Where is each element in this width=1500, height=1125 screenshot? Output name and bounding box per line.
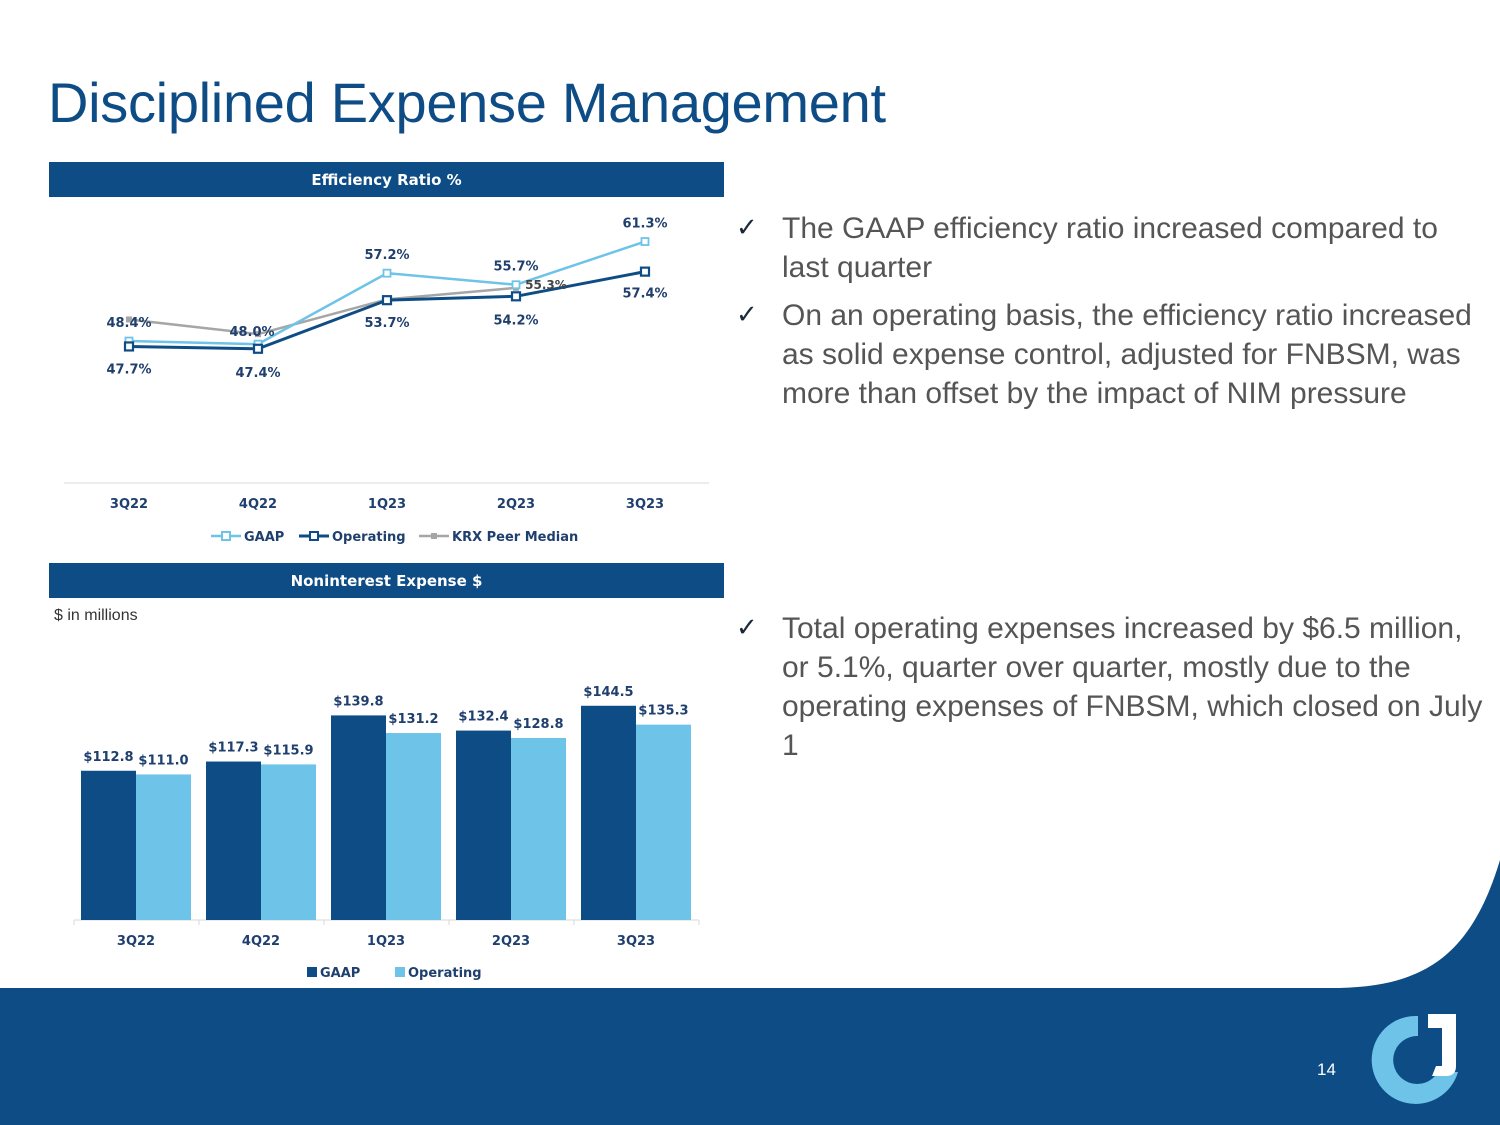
company-logo bbox=[1371, 1014, 1458, 1104]
peer-median-point bbox=[126, 316, 132, 323]
operating-bar bbox=[386, 733, 441, 920]
operating-point bbox=[639, 266, 651, 277]
series-line-operating bbox=[128, 270, 646, 351]
noninterest-expense-chart: $112.8 $117.3 $139.8 $132.4 $144.5 $111.0 $115… bbox=[73, 685, 700, 981]
operating-point bbox=[381, 295, 393, 306]
legend-label: Operating bbox=[408, 966, 482, 981]
gaap-bar bbox=[456, 730, 511, 920]
gaap-data-label: 57.2% bbox=[364, 248, 409, 263]
efficiency-ratio-header-label: Efficiency Ratio % bbox=[311, 170, 462, 189]
logo-j-shape bbox=[1428, 1014, 1456, 1076]
gaap-bar-label: $132.4 bbox=[458, 710, 508, 725]
page-title: Disciplined Expense Management bbox=[48, 71, 886, 134]
x-tick-label: 4Q22 bbox=[239, 497, 277, 512]
operating-bar bbox=[511, 737, 566, 920]
operating-bar-label: $135.3 bbox=[638, 704, 688, 719]
operating-bar bbox=[261, 764, 316, 920]
operating-bar-label: $115.9 bbox=[263, 743, 313, 758]
check-icon: ✓ bbox=[736, 613, 758, 643]
operating-data-label: 47.7% bbox=[106, 362, 151, 377]
gaap-data-label: 48.4% bbox=[106, 316, 151, 331]
operating-bar-label: $128.8 bbox=[513, 717, 563, 732]
gaap-bar-label: $144.5 bbox=[583, 685, 633, 700]
bullet-text: The GAAP efficiency ratio increased comp… bbox=[782, 212, 1438, 284]
legend-label: GAAP bbox=[320, 966, 360, 981]
legend-label: Operating bbox=[332, 530, 406, 545]
gaap-point bbox=[382, 268, 392, 278]
operating-point bbox=[510, 291, 522, 302]
bullet-text: On an operating basis, the efficiency ra… bbox=[782, 299, 1472, 410]
decorative-curve bbox=[1330, 860, 1500, 988]
x-tick-label: 4Q22 bbox=[242, 934, 280, 949]
x-tick-label: 3Q23 bbox=[617, 934, 655, 949]
x-tick-label: 2Q23 bbox=[497, 497, 535, 512]
efficiency-ratio-chart: 48.4% 48.0% 57.2% 55.7% 61.3% 47.7% 47.4% 53.7%… bbox=[64, 217, 709, 545]
gaap-bar bbox=[206, 761, 261, 920]
footer-band bbox=[0, 988, 1500, 1125]
check-icon: ✓ bbox=[736, 300, 758, 330]
noninterest-expense-header: Noninterest Expense $ bbox=[49, 563, 724, 598]
gaap-bar-label: $112.8 bbox=[83, 750, 133, 765]
operating-bar-label: $111.0 bbox=[138, 753, 188, 768]
legend-marker bbox=[221, 531, 231, 541]
x-tick-label: 2Q23 bbox=[492, 934, 530, 949]
gaap-data-label: 55.7% bbox=[493, 260, 538, 275]
operating-bar-label: $131.2 bbox=[388, 712, 438, 727]
bullet-gaap-efficiency: ✓ The GAAP efficiency ratio increased co… bbox=[736, 209, 1486, 287]
legend-swatch bbox=[395, 967, 405, 977]
x-tick-label: 1Q23 bbox=[367, 934, 405, 949]
operating-point bbox=[252, 343, 264, 354]
efficiency-ratio-header: Efficiency Ratio % bbox=[49, 162, 724, 197]
legend-swatch bbox=[307, 967, 317, 977]
gaap-data-label: 48.0% bbox=[229, 325, 274, 340]
gaap-bar-label: $117.3 bbox=[208, 741, 258, 756]
page-number: 14 bbox=[1317, 1060, 1336, 1079]
x-tick-label: 3Q23 bbox=[626, 497, 664, 512]
noninterest-expense-header-label: Noninterest Expense $ bbox=[290, 571, 483, 590]
units-note: $ in millions bbox=[54, 607, 138, 624]
peer-median-data-label: 55.3% bbox=[525, 278, 567, 292]
gaap-bar-label: $139.8 bbox=[333, 694, 383, 709]
operating-data-label: 54.2% bbox=[493, 313, 538, 328]
bullet-text: Total operating expenses increased by $6… bbox=[782, 612, 1483, 762]
bullet-operating-expenses: ✓ Total operating expenses increased by … bbox=[736, 609, 1486, 765]
x-tick-label: 3Q22 bbox=[110, 497, 148, 512]
legend-marker bbox=[309, 531, 319, 541]
gaap-bar bbox=[81, 770, 136, 920]
gaap-point bbox=[511, 280, 521, 290]
operating-data-label: 47.4% bbox=[235, 366, 280, 381]
operating-data-label: 57.4% bbox=[622, 287, 667, 302]
legend-label: GAAP bbox=[244, 530, 284, 545]
x-tick-label: 3Q22 bbox=[117, 934, 155, 949]
gaap-point bbox=[640, 237, 650, 246]
operating-point bbox=[123, 341, 135, 352]
operating-bar bbox=[636, 724, 691, 920]
bullet-operating-efficiency: ✓ On an operating basis, the efficiency … bbox=[736, 296, 1486, 413]
gaap-data-label: 61.3% bbox=[622, 217, 667, 232]
x-tick-label: 1Q23 bbox=[368, 497, 406, 512]
operating-bar bbox=[136, 774, 191, 920]
gaap-bar bbox=[581, 705, 636, 920]
operating-data-label: 53.7% bbox=[364, 316, 409, 331]
peer-median-point bbox=[255, 331, 261, 338]
series-line-krx-peer-median bbox=[128, 286, 517, 336]
legend-label: KRX Peer Median bbox=[452, 530, 578, 545]
check-icon: ✓ bbox=[736, 213, 758, 243]
gaap-bar bbox=[331, 715, 386, 920]
legend-marker bbox=[431, 533, 437, 539]
logo-ring bbox=[1371, 1015, 1458, 1104]
